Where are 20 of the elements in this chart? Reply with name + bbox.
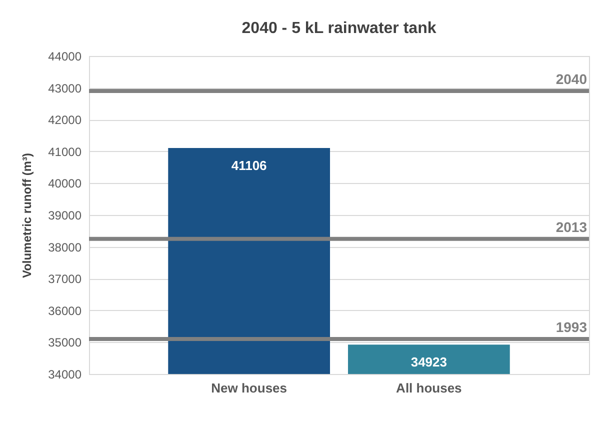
- x-tick-label: All houses: [396, 380, 462, 396]
- y-tick-label: 40000: [48, 176, 82, 191]
- y-tick-label: 42000: [48, 113, 82, 128]
- annotation: 2013: [556, 218, 588, 235]
- annotation: 2040: [556, 70, 588, 87]
- y-tick-label: 36000: [48, 304, 82, 318]
- y-tick-label: 37000: [48, 272, 82, 286]
- x-tick-label: New houses: [211, 380, 287, 396]
- data-label: 34923: [410, 354, 448, 370]
- y-tick-label: 43000: [48, 81, 82, 96]
- data-label: 41106: [231, 158, 267, 174]
- y-tick-label: 38000: [48, 240, 82, 254]
- y-axis-title: Volumetric runoff (m³): [20, 152, 34, 278]
- chart-title: 2040 - 5 kL rainwater tank: [242, 20, 436, 37]
- y-tick-label: 34000: [48, 368, 82, 382]
- y-tick-label: 44000: [48, 50, 82, 64]
- y-tick-label: 35000: [48, 336, 82, 350]
- annotation: 1993: [556, 319, 588, 336]
- y-tick-label: 39000: [48, 208, 82, 222]
- y-tick-label: 41000: [48, 144, 82, 159]
